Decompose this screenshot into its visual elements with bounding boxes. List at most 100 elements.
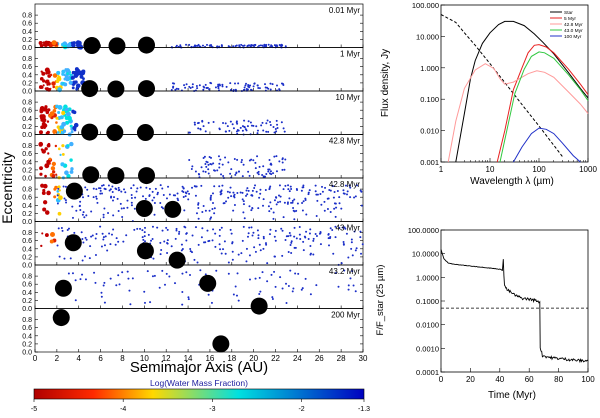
planetesimal-point [185, 43, 188, 46]
planetesimal-point [290, 251, 293, 254]
planetesimal-point [335, 206, 338, 209]
planetesimal-point [290, 240, 293, 243]
excess-xtick-label: 40 [495, 375, 504, 384]
planetesimal-point [254, 184, 257, 187]
planetesimal-point [338, 226, 341, 229]
planetesimal-point [293, 218, 296, 221]
planetesimal-point [285, 282, 288, 285]
embryo-point [56, 131, 60, 134]
planetesimal-point [203, 155, 206, 158]
embryo-point [48, 42, 54, 48]
embryo-point [62, 129, 67, 133]
planetesimal-point [274, 285, 277, 288]
planetesimal-point [266, 86, 269, 89]
embryo-point [68, 80, 73, 85]
planetesimal-point [267, 43, 270, 46]
planetesimal-point [123, 188, 126, 191]
planetesimal-point [265, 122, 268, 125]
planetesimal-point [230, 195, 233, 198]
planetesimal-point [95, 197, 98, 200]
planetesimal-point [235, 130, 238, 133]
planetesimal-point [251, 234, 254, 237]
planetesimal-point [269, 228, 272, 231]
planetesimal-point [174, 88, 177, 91]
planetesimal-point [153, 213, 156, 216]
planetesimal-point [141, 229, 144, 232]
planetesimal-point [314, 232, 317, 235]
planetesimal-point [168, 193, 171, 196]
sed-ytick-label: 0.010 [420, 127, 439, 136]
planetesimal-point [321, 190, 324, 193]
ecc-ytick-label: 0.0 [22, 176, 32, 183]
planetesimal-point [254, 161, 257, 164]
planetesimal-point [61, 229, 64, 232]
planetesimal-point [282, 216, 285, 219]
planetesimal-point [197, 202, 200, 205]
planetesimal-point [215, 269, 218, 272]
planetesimal-point [187, 298, 190, 301]
planetesimal-point [351, 270, 354, 273]
planetesimal-point [84, 255, 87, 258]
planetesimal-point [202, 156, 205, 159]
planetesimal-point [269, 185, 272, 188]
planetesimal-point [307, 191, 310, 194]
planetesimal-point [292, 207, 295, 210]
planetesimal-point [207, 121, 210, 124]
planetesimal-point [226, 125, 229, 128]
planetesimal-point [278, 184, 281, 187]
planetesimal-point [327, 233, 330, 236]
planetesimal-point [343, 226, 346, 229]
planetesimal-point [269, 170, 272, 173]
planetesimal-point [151, 199, 154, 202]
embryo-point [47, 142, 51, 146]
planetesimal-point [87, 194, 90, 197]
planetesimal-point [280, 121, 283, 124]
planetesimal-point [204, 241, 207, 244]
planetesimal-point [212, 228, 215, 231]
ecc-ytick-label: 0.0 [22, 89, 32, 96]
planetesimal-point [79, 209, 82, 212]
planetesimal-point [315, 193, 318, 196]
planetesimal-point [214, 86, 217, 89]
planetesimal-point [241, 175, 244, 178]
embryo-point [71, 109, 75, 114]
planetesimal-point [206, 86, 209, 89]
planetesimal-point [143, 290, 146, 293]
ecc-panel: 0.0 0.20.40.60.8 42.8 Myr [22, 134, 364, 185]
planetesimal-point [329, 211, 332, 214]
planetesimal-point [107, 184, 110, 187]
planetesimal-point [243, 86, 246, 89]
planetesimal-point [248, 278, 251, 281]
embryo-point [70, 75, 75, 80]
planetesimal-point [197, 203, 200, 206]
planetesimal-point [227, 196, 230, 199]
planetesimal-point [300, 189, 303, 192]
planetesimal-point [312, 253, 315, 256]
ecc-ytick-label: 0.6 [22, 282, 32, 289]
planetesimal-point [117, 240, 120, 243]
planetesimal-point [241, 191, 244, 194]
planetesimal-point [268, 188, 271, 191]
planetesimal-point [196, 261, 199, 264]
planetesimal-point [242, 203, 245, 206]
planetesimal-point [136, 227, 139, 230]
giant-planet-marker [65, 182, 83, 200]
planetesimal-point [210, 194, 213, 197]
planetesimal-point [243, 44, 246, 47]
planetesimal-point [248, 254, 251, 257]
planetesimal-point [160, 248, 163, 251]
excess-xlabel: Time (Myr) [488, 390, 536, 401]
planetesimal-point [214, 232, 217, 235]
planetesimal-point [201, 44, 204, 47]
planetesimal-point [247, 170, 250, 173]
embryo-point [42, 188, 46, 192]
planetesimal-point [264, 242, 267, 245]
giant-planet-marker [164, 200, 182, 218]
planetesimal-point [71, 272, 74, 275]
planetesimal-point [211, 239, 214, 242]
planetesimal-point [284, 238, 287, 241]
planetesimal-point [257, 173, 260, 176]
embryo-point [44, 233, 49, 237]
planetesimal-point [226, 190, 229, 193]
planetesimal-point [248, 226, 251, 229]
